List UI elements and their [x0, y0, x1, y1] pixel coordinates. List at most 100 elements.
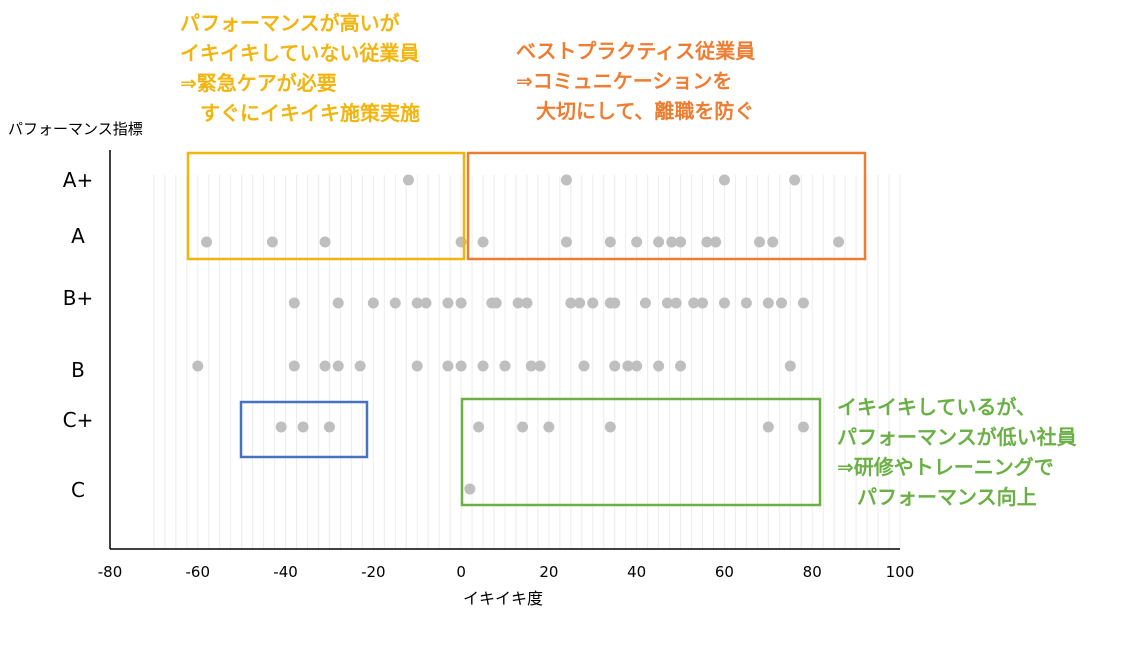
- data-point: [718, 297, 730, 309]
- data-point: [767, 236, 779, 248]
- data-point: [288, 360, 300, 372]
- data-point: [442, 360, 454, 372]
- x-tick-label: 60: [715, 563, 734, 581]
- quadrant-boxes: [186, 151, 867, 507]
- data-point: [604, 236, 616, 248]
- x-tick-label: -20: [361, 563, 386, 581]
- x-tick-label: 40: [627, 563, 646, 581]
- annotations: パフォーマンスが高いがイキイキしていない従業員 ⇒緊急ケアが必要 すぐにイキイキ施…: [180, 11, 1077, 509]
- data-point: [754, 236, 766, 248]
- data-point: [631, 360, 643, 372]
- data-point: [833, 236, 845, 248]
- data-point: [266, 236, 278, 248]
- data-point: [784, 360, 796, 372]
- data-point: [288, 297, 300, 309]
- data-point: [776, 297, 787, 309]
- data-point: [609, 360, 621, 372]
- data-point: [789, 174, 801, 186]
- data-point: [521, 297, 533, 309]
- annotation-line: ⇒研修やトレーニングで: [837, 455, 1054, 479]
- annotation-line: パフォーマンスが高いが: [180, 11, 400, 35]
- data-point: [718, 174, 730, 186]
- top-left-box: [186, 151, 466, 261]
- annotation-line: ⇒緊急ケアが必要: [180, 71, 337, 95]
- data-point: [710, 236, 722, 248]
- data-points: [192, 174, 845, 495]
- data-point: [675, 236, 687, 248]
- y-category-label: A: [71, 224, 85, 248]
- bottom-right-box: [460, 397, 822, 507]
- data-point: [666, 236, 678, 248]
- annotation-top-left: パフォーマンスが高いがイキイキしていない従業員 ⇒緊急ケアが必要 すぐにイキイキ施…: [180, 11, 420, 125]
- data-point: [389, 297, 401, 309]
- y-category-label: B+: [63, 286, 93, 310]
- data-point: [697, 297, 708, 309]
- x-tick-label: -40: [273, 563, 298, 581]
- data-point: [442, 297, 454, 309]
- data-point: [639, 297, 651, 309]
- data-point: [604, 421, 616, 433]
- data-point: [578, 360, 590, 372]
- data-point: [411, 297, 423, 309]
- data-point: [297, 421, 309, 433]
- data-point: [455, 360, 467, 372]
- x-tick-label: 0: [456, 563, 466, 581]
- data-point: [319, 236, 331, 248]
- y-category-label: C: [71, 478, 85, 502]
- annotation-line: ベストプラクティス従業員: [516, 39, 755, 63]
- annotation-line: ⇒コミュニケーションを: [516, 69, 732, 93]
- y-category-label: B: [71, 358, 85, 382]
- data-point: [661, 297, 673, 309]
- data-point: [464, 483, 476, 495]
- data-point: [670, 297, 682, 309]
- data-point: [275, 421, 287, 433]
- data-point: [473, 421, 485, 433]
- data-point: [631, 236, 643, 248]
- data-point: [653, 236, 665, 248]
- data-point: [455, 297, 467, 309]
- data-point: [797, 421, 809, 433]
- data-point: [420, 297, 432, 309]
- data-point: [797, 297, 809, 309]
- y-axis-title: パフォーマンス指標: [8, 120, 143, 138]
- data-point: [411, 360, 423, 372]
- annotation-top-right: ベストプラクティス従業員 ⇒コミュニケーションを 大切にして、離職を防ぐ: [516, 39, 755, 123]
- x-tick-labels: -80 -60 -40 -20 0 20 40 60 80 100: [98, 563, 915, 581]
- y-category-label: C+: [63, 408, 94, 432]
- data-point: [477, 360, 489, 372]
- data-point: [477, 236, 489, 248]
- x-tick-label: -80: [98, 563, 123, 581]
- data-point: [587, 297, 599, 309]
- data-point: [201, 236, 213, 248]
- data-point: [675, 360, 687, 372]
- data-point: [762, 297, 774, 309]
- x-tick-label: -60: [186, 563, 211, 581]
- data-point: [512, 297, 524, 309]
- annotation-line: イキイキしていない従業員: [180, 41, 419, 65]
- data-point: [499, 360, 511, 372]
- y-category-labels: A+ A B+ B C+ C: [63, 168, 94, 502]
- data-point: [565, 297, 577, 309]
- data-point: [402, 174, 414, 186]
- annotation-line: パフォーマンス向上: [837, 485, 1037, 509]
- data-point: [543, 421, 555, 433]
- data-point: [762, 421, 774, 433]
- data-point: [740, 297, 752, 309]
- axes: [109, 150, 900, 550]
- annotation-line: すぐにイキイキ施策実施: [180, 101, 420, 125]
- bottom-left-box: [239, 400, 369, 459]
- data-point: [332, 360, 344, 372]
- data-point: [609, 297, 621, 309]
- data-point: [319, 360, 331, 372]
- data-point: [525, 360, 537, 372]
- x-tick-label: 20: [539, 563, 558, 581]
- annotation-line: パフォーマンスが低い社員: [837, 425, 1077, 449]
- data-point: [560, 236, 572, 248]
- data-point: [534, 360, 546, 372]
- data-point: [490, 297, 502, 309]
- data-point: [332, 297, 344, 309]
- data-point: [354, 360, 366, 372]
- data-point: [622, 360, 634, 372]
- x-tick-label: 100: [886, 563, 915, 581]
